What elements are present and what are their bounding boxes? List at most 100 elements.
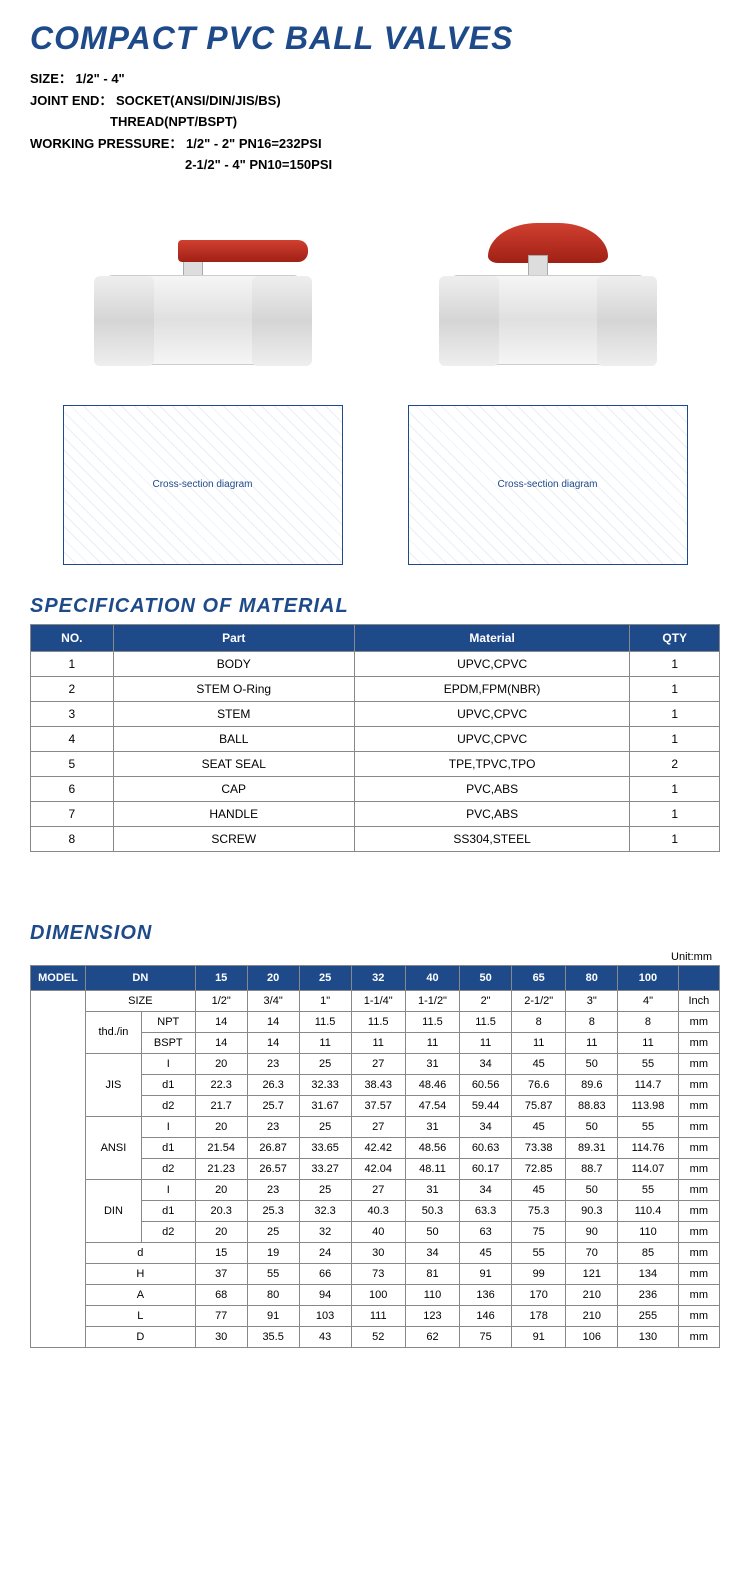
dim-cell: 114.76 [618,1137,678,1158]
dim-cell: 20.3 [195,1200,247,1221]
spec-size: SIZE： 1/2" - 4" [30,69,720,89]
spec-pressure: WORKING PRESSURE： 1/2" - 2" PN16=232PSI [30,134,720,154]
dim-cell: 20 [195,1221,247,1242]
dim-cell: 31 [405,1053,459,1074]
dim-cell: 19 [247,1242,299,1263]
dim-cell: 62 [405,1326,459,1347]
dim-cell: I [141,1179,195,1200]
dim-header: 100 [618,965,678,990]
dim-cell: 32 [299,1221,351,1242]
material-cell: 1 [630,726,720,751]
dim-cell: 55 [247,1263,299,1284]
dim-cell: 52 [351,1326,405,1347]
dim-cell: mm [678,1284,719,1305]
dim-cell: 60.17 [460,1158,512,1179]
dim-cell: mm [678,1179,719,1200]
dim-cell: 21.54 [195,1137,247,1158]
dim-header: 32 [351,965,405,990]
material-col: Part [113,624,354,651]
dim-cell: 48.11 [405,1158,459,1179]
dim-cell: 210 [566,1284,618,1305]
material-cell: 1 [630,651,720,676]
dim-cell: 80 [247,1284,299,1305]
dim-row: L7791103111123146178210255mm [31,1305,720,1326]
dim-cell: 14 [195,1011,247,1032]
dim-cell: 103 [299,1305,351,1326]
pressure-value-1: 1/2" - 2" PN16=232PSI [186,136,322,151]
dim-cell: NPT [141,1011,195,1032]
dim-cell: 27 [351,1179,405,1200]
dim-cell: 146 [460,1305,512,1326]
dim-cell: 45 [512,1053,566,1074]
dim-cell: 11 [512,1032,566,1053]
joint-label: JOINT END： [30,93,112,108]
dim-cell: 14 [195,1032,247,1053]
material-col: QTY [630,624,720,651]
dim-cell: 3" [566,990,618,1011]
dim-cell: mm [678,1242,719,1263]
material-cell: HANDLE [113,801,354,826]
material-cell: SEAT SEAL [113,751,354,776]
material-row: 4BALLUPVC,CPVC1 [31,726,720,751]
material-section-title: SPECIFICATION OF MATERIAL [30,595,720,618]
dim-row: thd./inNPT141411.511.511.511.5888mm [31,1011,720,1032]
dim-cell: 100 [351,1284,405,1305]
dim-cell: d2 [141,1158,195,1179]
dim-cell: mm [678,1032,719,1053]
material-row: 2STEM O-RingEPDM,FPM(NBR)1 [31,676,720,701]
dim-cell: 32.3 [299,1200,351,1221]
material-cell: 1 [630,776,720,801]
dim-header: 25 [299,965,351,990]
dim-cell: 32.33 [299,1074,351,1095]
dim-cell: 73.38 [512,1137,566,1158]
dim-header: 80 [566,965,618,990]
dim-cell [31,990,86,1347]
dim-cell: 20 [195,1179,247,1200]
dim-row: ANSII202325273134455055mm [31,1116,720,1137]
dim-cell: 31 [405,1116,459,1137]
spec-joint-2: THREAD(NPT/BSPT) [110,112,720,132]
dim-cell: 110.4 [618,1200,678,1221]
dim-cell: 42.42 [351,1137,405,1158]
dim-cell: 30 [195,1326,247,1347]
dim-cell: 55 [618,1053,678,1074]
dim-cell: 1/2" [195,990,247,1011]
dim-cell: 8 [512,1011,566,1032]
material-row: 8SCREWSS304,STEEL1 [31,826,720,851]
dim-cell: mm [678,1200,719,1221]
material-cell: 8 [31,826,114,851]
dim-row: JISI202325273134455055mm [31,1053,720,1074]
dim-cell: 50 [405,1221,459,1242]
dim-cell: 85 [618,1242,678,1263]
material-row: 3STEMUPVC,CPVC1 [31,701,720,726]
dim-cell: I [141,1053,195,1074]
dim-cell: d2 [141,1221,195,1242]
dim-cell: 45 [512,1116,566,1137]
dim-cell: 77 [195,1305,247,1326]
dim-cell: 63.3 [460,1200,512,1221]
dim-row: SIZE1/2"3/4"1"1-1/4"1-1/2"2"2-1/2"3"4"In… [31,990,720,1011]
dim-cell: 15 [195,1242,247,1263]
dim-cell: 1-1/2" [405,990,459,1011]
dim-cell: 91 [460,1263,512,1284]
dim-cell: 130 [618,1326,678,1347]
dim-cell: 75.87 [512,1095,566,1116]
material-cell: 1 [31,651,114,676]
material-row: 1BODYUPVC,CPVC1 [31,651,720,676]
dim-cell: I [141,1116,195,1137]
material-row: 7HANDLEPVC,ABS1 [31,801,720,826]
dim-cell: 63 [460,1221,512,1242]
material-col: Material [354,624,630,651]
dim-cell: 66 [299,1263,351,1284]
material-col: NO. [31,624,114,651]
dim-cell: 11.5 [299,1011,351,1032]
dim-cell: mm [678,1158,719,1179]
dim-cell: 14 [247,1011,299,1032]
dim-cell: 50 [566,1053,618,1074]
dim-cell: 33.27 [299,1158,351,1179]
material-cell: PVC,ABS [354,776,630,801]
dim-cell: 25 [299,1179,351,1200]
dim-cell: 50 [566,1179,618,1200]
dim-cell: 40.3 [351,1200,405,1221]
dim-header: 65 [512,965,566,990]
